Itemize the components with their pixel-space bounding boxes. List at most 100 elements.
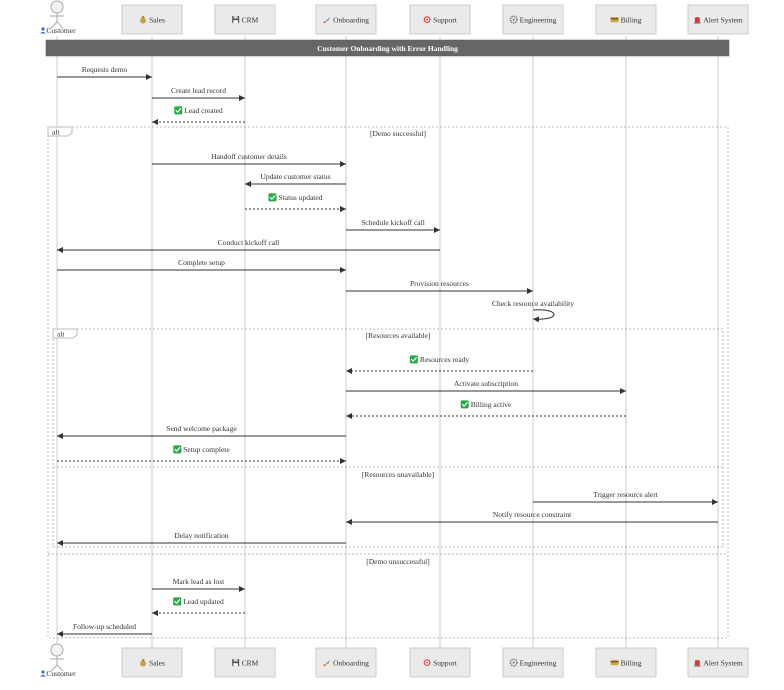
alarm-icon	[694, 660, 701, 667]
check-icon	[268, 193, 277, 202]
title-bar-background	[45, 39, 730, 57]
participant-label: Billing	[621, 15, 642, 24]
alarm-icon	[694, 17, 701, 24]
participant-box	[595, 4, 657, 35]
message-label: Update customer status	[261, 172, 331, 181]
message-label: Create lead record	[171, 86, 226, 95]
participant-billing-top: Billing	[595, 4, 657, 35]
self-message-loop	[532, 309, 555, 323]
message-arrow: Send welcome package	[57, 424, 346, 439]
message-arrow: Provision resources	[346, 279, 533, 294]
participant-box	[121, 4, 183, 35]
participant-box	[214, 647, 276, 678]
message-label: Delay notification	[174, 531, 229, 540]
alt-fragment-2: alt [Resources available] [Resources unava…	[52, 328, 724, 548]
message-arrow: Complete setup	[57, 258, 346, 273]
participant-engineering-top: Engineering	[502, 4, 564, 35]
participant-alert-top: Alert System	[687, 4, 749, 35]
actor-head	[50, 0, 64, 14]
participant-label: Sales	[149, 15, 165, 24]
message-arrow: Requests demo	[57, 65, 152, 80]
fragment-keyword: alt	[52, 128, 60, 137]
fragment-condition: [Demo successful]	[370, 129, 426, 138]
message-arrow: Create lead record	[152, 86, 245, 101]
fragment-else-condition: [Resources unavailable]	[362, 470, 434, 479]
diagram-title: Customer Onboarding with Error Handling	[317, 44, 458, 53]
credit-card-icon	[610, 17, 619, 23]
message-arrow: Notify resource constraint	[346, 510, 718, 525]
participant-customer-bottom: Customer	[40, 643, 76, 678]
fragment-condition: [Resources available]	[366, 331, 431, 340]
fragment-else-condition: [Demo unsuccessful]	[366, 557, 430, 566]
message-label: Check resource availability	[492, 299, 574, 308]
message-arrow: Setup complete	[57, 445, 346, 464]
target-icon	[423, 16, 431, 23]
message-arrow: Conduct kickoff call	[57, 238, 440, 253]
message-arrow: Handoff customer details	[152, 152, 346, 167]
message-label: Trigger resource alert	[593, 490, 659, 499]
message-label: Notify resource constraint	[493, 510, 572, 519]
message-label: Requests demo	[82, 65, 128, 74]
participant-alert-bottom: Alert System	[687, 647, 749, 678]
message-label: Follow-up scheduled	[73, 622, 136, 631]
participant-label: CRM	[242, 658, 259, 667]
participant-engineering-bottom: Engineering	[502, 647, 564, 678]
participant-label: Sales	[149, 658, 165, 667]
actor-leg	[50, 21, 58, 29]
participant-box	[409, 4, 471, 35]
fragment-keyword: alt	[57, 330, 65, 339]
message-label: Provision resources	[410, 279, 469, 288]
participant-customer-top: Customer	[40, 0, 76, 35]
gear-icon	[509, 658, 518, 667]
message-arrow: Mark lead as lost	[152, 577, 245, 592]
alt-fragment-1: alt [Demo successful] [Demo unsuccessful]	[47, 126, 729, 639]
message-arrow: Check resource availability	[492, 299, 574, 323]
participant-label: Customer	[46, 669, 76, 678]
participant-label: Billing	[621, 658, 642, 667]
actor-leg	[56, 21, 64, 29]
person-icon	[40, 27, 46, 34]
message-arrow: Lead created	[152, 106, 245, 125]
participant-box	[214, 4, 276, 35]
credit-card-icon	[610, 660, 619, 666]
floppy-disk-icon	[232, 659, 240, 667]
message-arrow: Activate subscription	[346, 379, 626, 394]
message-label: Activate subscription	[454, 379, 518, 388]
participant-label: Alert System	[703, 15, 743, 24]
actor-leg	[50, 664, 58, 672]
participant-label: Onboarding	[333, 15, 369, 24]
message-label: Status updated	[279, 193, 323, 202]
check-icon	[173, 597, 182, 606]
floppy-disk-icon	[232, 16, 240, 24]
fragment-tab	[52, 328, 78, 339]
participant-label: Engineering	[520, 15, 557, 24]
participant-box	[409, 647, 471, 678]
message-arrow: Follow-up scheduled	[57, 622, 152, 637]
message-label: Handoff customer details	[211, 152, 287, 161]
message-label: Resources ready	[420, 355, 470, 364]
check-icon	[409, 355, 418, 364]
participant-crm-top: CRM	[214, 4, 276, 35]
message-label: Schedule kickoff call	[361, 218, 425, 227]
diagram-title-bar: Customer Onboarding with Error Handling	[45, 39, 730, 57]
participant-label: Support	[433, 15, 458, 24]
participant-label: CRM	[242, 15, 259, 24]
participant-box	[595, 647, 657, 678]
message-label: Mark lead as lost	[173, 577, 225, 586]
fragment-frame	[52, 328, 724, 548]
participant-crm-bottom: CRM	[214, 647, 276, 678]
participant-label: Alert System	[703, 658, 743, 667]
message-label: Lead created	[184, 106, 223, 115]
actor-head	[50, 643, 64, 657]
participant-onboarding-bottom: Onboarding	[315, 647, 377, 678]
participant-sales-bottom: Sales	[121, 647, 183, 678]
message-arrow: Update customer status	[245, 172, 346, 187]
message-arrow: Schedule kickoff call	[346, 218, 440, 233]
message-label: Conduct kickoff call	[218, 238, 280, 247]
rocket-icon	[323, 659, 331, 667]
message-label: Setup complete	[183, 445, 230, 454]
participant-box	[502, 647, 564, 678]
actor-leg	[56, 664, 64, 672]
participant-sales-top: Sales	[121, 4, 183, 35]
